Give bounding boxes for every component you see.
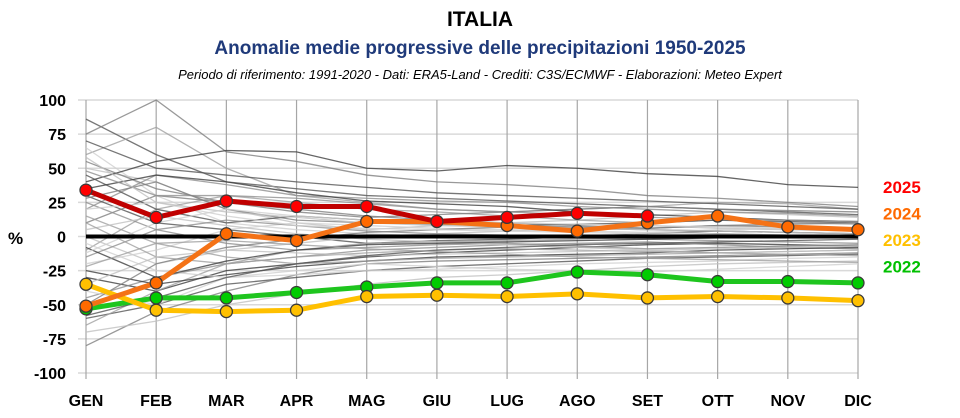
background-series-line bbox=[85, 242, 859, 292]
series-line-2024 bbox=[85, 213, 859, 309]
x-tick-label: DIC bbox=[844, 393, 872, 410]
y-axis: 100 75 50 25 0 -25 -50 -75 -100 bbox=[34, 93, 66, 383]
data-point-2025 bbox=[360, 199, 374, 214]
data-point-2025 bbox=[219, 194, 234, 208]
y-tick-label: 0 bbox=[57, 230, 66, 247]
data-point-2025 bbox=[500, 210, 514, 225]
background-series-line bbox=[85, 245, 859, 285]
data-point-2023 bbox=[640, 291, 655, 305]
chart-caption: Periodo di riferimento: 1991-2020 - Dati… bbox=[178, 67, 782, 82]
x-tick-label: GEN bbox=[69, 393, 104, 410]
series-2022 bbox=[79, 265, 865, 316]
data-point-2023 bbox=[851, 294, 865, 308]
y-tick-label: 75 bbox=[48, 127, 66, 144]
legend-entry-2023: 2023 bbox=[883, 231, 921, 250]
data-point-2025 bbox=[289, 199, 304, 214]
background-series-line bbox=[85, 219, 859, 258]
x-tick-label: MAG bbox=[348, 393, 385, 410]
data-point-2024 bbox=[289, 233, 304, 248]
y-tick-label: 100 bbox=[39, 93, 66, 110]
background-series-line bbox=[85, 241, 859, 299]
data-point-2023 bbox=[710, 289, 725, 304]
y-tick-label: 50 bbox=[48, 161, 66, 178]
data-point-2025 bbox=[570, 206, 584, 220]
data-point-2024 bbox=[570, 224, 584, 238]
data-point-2023 bbox=[79, 277, 93, 291]
data-point-2024 bbox=[781, 220, 795, 234]
x-tick-label: LUG bbox=[490, 393, 524, 410]
data-point-2022 bbox=[781, 274, 795, 289]
background-series-line bbox=[85, 222, 859, 265]
x-tick-label: APR bbox=[280, 393, 314, 410]
data-point-2022 bbox=[500, 276, 514, 290]
legend-entry-2024: 2024 bbox=[883, 205, 921, 224]
background-series-line bbox=[85, 174, 859, 217]
background-series-line bbox=[85, 253, 859, 320]
data-point-2022 bbox=[570, 265, 584, 279]
data-point-2023 bbox=[570, 287, 584, 301]
legend-entry-2022: 2022 bbox=[883, 258, 921, 277]
legend: 2025 2024 2023 2022 bbox=[883, 178, 921, 277]
highlight-series bbox=[79, 183, 865, 319]
y-tick-label: -50 bbox=[43, 298, 66, 315]
data-point-2025 bbox=[149, 210, 163, 225]
background-series-line bbox=[85, 242, 859, 279]
data-point-2025 bbox=[430, 214, 444, 229]
data-point-2022 bbox=[289, 285, 304, 300]
background-series-line bbox=[85, 156, 859, 235]
background-series-line bbox=[85, 149, 859, 189]
data-point-2022 bbox=[430, 276, 444, 290]
data-point-2023 bbox=[219, 304, 234, 319]
x-tick-label: OTT bbox=[702, 393, 734, 410]
background-series-line bbox=[85, 99, 859, 208]
data-point-2025 bbox=[79, 183, 93, 197]
series-line-2023 bbox=[85, 281, 859, 315]
data-point-2022 bbox=[219, 291, 234, 305]
series-line-2022 bbox=[85, 269, 859, 312]
series-2023 bbox=[79, 277, 865, 319]
y-tick-label: -100 bbox=[34, 366, 66, 383]
x-axis: GEN FEB MAR APR MAG GIU LUG AGO SET OTT NOV DIC bbox=[69, 393, 873, 410]
data-point-2022 bbox=[851, 276, 865, 290]
data-point-2023 bbox=[360, 289, 374, 304]
background-series-line bbox=[85, 160, 859, 219]
x-tick-label: NOV bbox=[770, 393, 805, 410]
background-series-line bbox=[85, 233, 859, 326]
data-point-2024 bbox=[149, 276, 163, 290]
data-point-2022 bbox=[710, 274, 725, 289]
data-point-2024 bbox=[219, 227, 234, 241]
chart-subtitle: Anomalie medie progressive delle precipi… bbox=[214, 38, 746, 59]
data-point-2022 bbox=[640, 268, 655, 282]
data-point-2023 bbox=[289, 303, 304, 317]
data-point-2023 bbox=[500, 289, 514, 304]
series-2024 bbox=[79, 209, 865, 313]
chart-title: ITALIA bbox=[446, 8, 514, 31]
y-tick-label: 25 bbox=[48, 195, 66, 212]
data-point-2023 bbox=[430, 288, 444, 302]
legend-entry-2025: 2025 bbox=[883, 178, 921, 197]
data-point-2024 bbox=[710, 209, 725, 223]
x-tick-label: FEB bbox=[140, 393, 172, 410]
background-series-line bbox=[85, 260, 859, 333]
series-2025 bbox=[79, 183, 655, 229]
data-point-2023 bbox=[781, 291, 795, 305]
data-point-2024 bbox=[360, 214, 374, 229]
data-point-2024 bbox=[851, 223, 865, 237]
data-point-2024 bbox=[79, 299, 93, 313]
x-tick-label: GIU bbox=[423, 393, 451, 410]
background-series-line bbox=[85, 252, 859, 347]
x-tick-label: MAR bbox=[208, 393, 245, 410]
data-point-2025 bbox=[640, 209, 655, 223]
background-series-line bbox=[85, 224, 859, 265]
background-series-line bbox=[85, 140, 859, 210]
data-point-2023 bbox=[149, 303, 163, 317]
x-tick-label: AGO bbox=[559, 393, 595, 410]
y-tick-label: -75 bbox=[43, 332, 66, 349]
y-tick-label: -25 bbox=[43, 264, 66, 281]
background-series-line bbox=[85, 238, 859, 317]
y-axis-label: % bbox=[8, 229, 23, 248]
x-tick-label: SET bbox=[632, 393, 663, 410]
data-point-2022 bbox=[149, 291, 163, 305]
